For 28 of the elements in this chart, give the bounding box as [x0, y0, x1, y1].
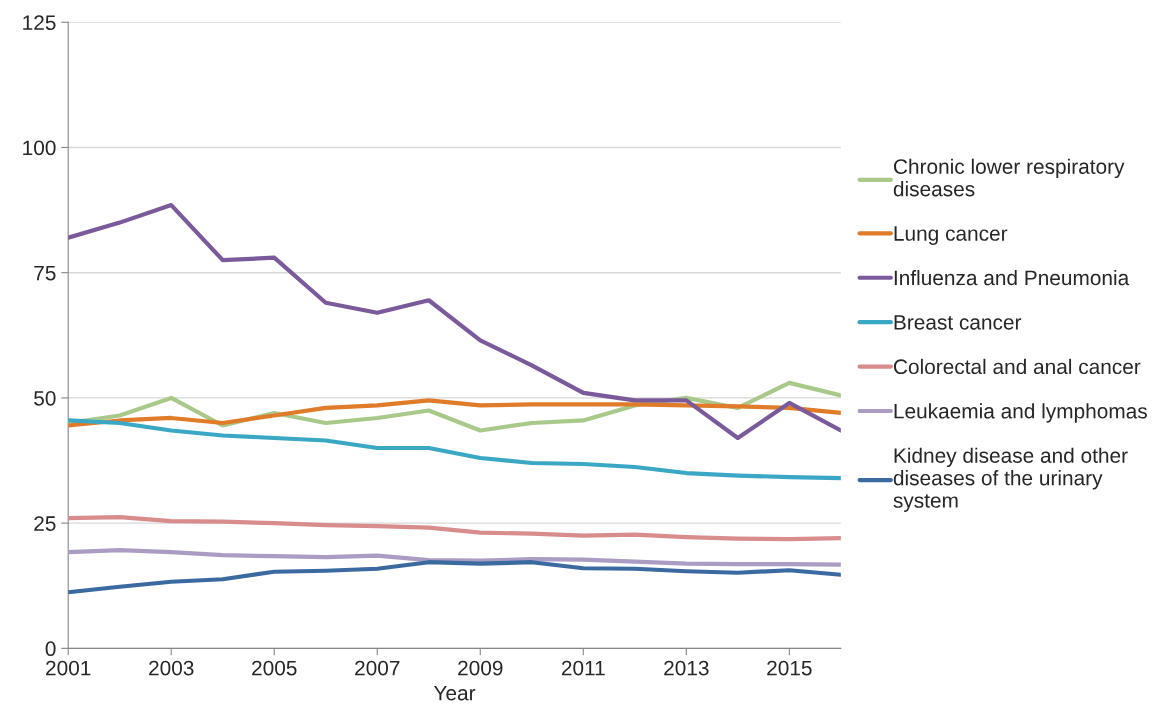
y-tick-label: 125: [23, 15, 56, 31]
legend-label: Chronic lower respiratory diseases: [893, 158, 1125, 197]
legend-label: Kidney disease and other diseases of the urinary system: [893, 447, 1128, 512]
x-tick-label: 2011: [561, 660, 605, 676]
y-tick-label: 75: [34, 265, 56, 281]
line-series: [68, 418, 841, 481]
line-series: [68, 202, 841, 441]
x-tick-label: 2009: [458, 660, 503, 676]
y-tick-label: 25: [34, 516, 56, 531]
legend-label: Breast cancer: [894, 315, 1022, 330]
x-axis-title: Year: [433, 685, 476, 701]
x-tick-label: 2015: [767, 660, 812, 676]
x-tick-label: 2003: [149, 660, 194, 676]
line-series: [68, 398, 841, 428]
legend-label: Influenza and Pneumonia: [894, 269, 1130, 286]
line-series: [68, 560, 841, 595]
x-tick-label: 2005: [252, 660, 297, 676]
x-tick-label: 2013: [664, 660, 709, 676]
y-tick-label: 50: [34, 390, 56, 406]
y-tick-label: 0: [45, 641, 56, 657]
legend-label: Leukaemia and lymphomas: [894, 403, 1147, 423]
line-series: [68, 515, 841, 542]
x-tick-label: 2001: [46, 660, 91, 676]
legend-label: Colorectal and anal cancer: [893, 358, 1141, 375]
y-tick-label: 100: [23, 140, 56, 156]
line-series: [68, 548, 841, 567]
legend-label: Lung cancer: [894, 226, 1008, 245]
x-tick-label: 2007: [355, 660, 400, 676]
